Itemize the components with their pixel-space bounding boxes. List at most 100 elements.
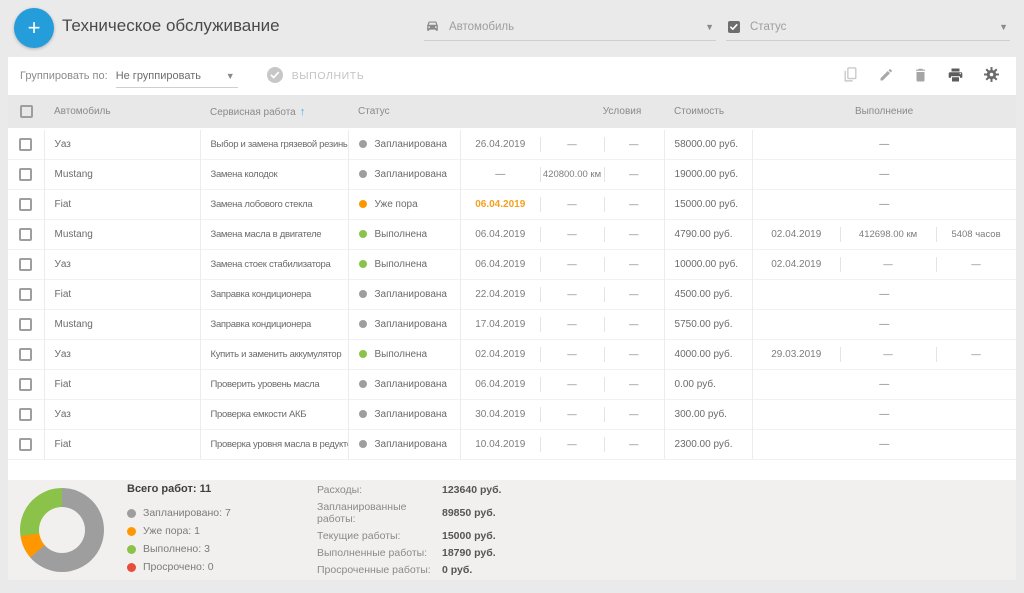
status-label: Уже пора: [374, 198, 418, 210]
execution-empty-cell: —: [751, 398, 1017, 429]
work-cell: Заправка кондиционера: [199, 308, 348, 339]
legend-item: Выполнено: 3: [127, 540, 317, 558]
add-maintenance-button[interactable]: +: [14, 8, 54, 48]
delete-button[interactable]: [913, 67, 928, 86]
cost-cell: 2300.00 руб.: [663, 428, 753, 460]
table-row[interactable]: Mustang Заправка кондиционера Запланиров…: [8, 308, 1017, 339]
row-checkbox[interactable]: [19, 227, 33, 241]
condition-km-cell: —: [540, 129, 604, 159]
table-row[interactable]: Fiat Замена лобового стекла Уже пора 06.…: [8, 188, 1017, 219]
stat-value: 89850 руб.: [442, 506, 496, 519]
cost-cell: 0.00 руб.: [663, 368, 753, 399]
edit-button[interactable]: [878, 67, 894, 86]
legend-dot-icon: [127, 562, 136, 572]
column-header-cost[interactable]: Стоимость: [664, 95, 753, 130]
settings-gear-icon: [983, 66, 1000, 86]
select-all-checkbox[interactable]: [19, 105, 33, 118]
execute-button[interactable]: ВЫПОЛНИТЬ: [266, 66, 365, 87]
stat-value: 123640 руб.: [442, 483, 502, 496]
status-cell: Запланирована: [347, 129, 460, 159]
row-checkbox[interactable]: [19, 377, 33, 391]
row-checkbox[interactable]: [19, 437, 33, 451]
legend-label: Запланировано: 7: [143, 507, 231, 519]
condition-hours-cell: —: [604, 398, 665, 429]
status-label: Выполнена: [374, 228, 428, 240]
row-checkbox[interactable]: [19, 407, 33, 421]
condition-km-cell: 420800.00 км: [540, 158, 604, 189]
column-header-conditions[interactable]: Условия: [460, 95, 665, 130]
vehicle-cell: Mustang: [43, 158, 200, 189]
row-checkbox[interactable]: [19, 197, 33, 211]
table-row[interactable]: Уаз Проверка емкости АКБ Запланирована 3…: [8, 398, 1017, 429]
status-cell: Запланирована: [347, 308, 460, 339]
group-by-select[interactable]: Не группировать ▼: [115, 64, 238, 88]
row-checkbox[interactable]: [19, 317, 33, 331]
vehicle-filter-dropdown[interactable]: Автомобиль ▼: [424, 13, 716, 41]
row-checkbox[interactable]: [19, 347, 33, 361]
status-filter-dropdown[interactable]: Статус ▼: [726, 13, 1010, 41]
cost-cell: 4500.00 руб.: [663, 278, 753, 309]
vehicle-cell: Уаз: [43, 129, 200, 159]
condition-date-cell: 30.04.2019: [459, 398, 540, 429]
execution-empty-cell: —: [751, 158, 1017, 189]
condition-km-cell: —: [540, 248, 604, 279]
vehicle-cell: Fiat: [43, 188, 200, 219]
table-row[interactable]: Fiat Проверить уровень масла Запланирова…: [8, 368, 1017, 399]
work-cell: Купить и заменить аккумулятор: [199, 338, 348, 369]
status-dot-icon: [358, 289, 367, 298]
condition-date-cell: 06.04.2019: [459, 188, 540, 219]
column-header-service-work[interactable]: Сервисная работа ↑: [200, 95, 348, 130]
execution-km-cell: —: [840, 248, 937, 279]
status-dot-icon: [358, 319, 367, 328]
copy-button[interactable]: [842, 66, 859, 86]
stat-value: 15000 руб.: [442, 529, 496, 542]
row-checkbox[interactable]: [19, 167, 33, 181]
row-checkbox[interactable]: [19, 257, 33, 271]
vehicle-cell: Fiat: [43, 428, 200, 460]
condition-km-cell: —: [540, 188, 604, 219]
status-cell: Запланирована: [347, 398, 460, 429]
cost-cell: 19000.00 руб.: [663, 158, 753, 189]
table-row[interactable]: Уаз Купить и заменить аккумулятор Выполн…: [8, 338, 1017, 369]
settings-button[interactable]: [983, 66, 1000, 86]
status-label: Запланирована: [374, 138, 448, 150]
row-checkbox[interactable]: [19, 287, 33, 301]
table-row[interactable]: Fiat Заправка кондиционера Запланирована…: [8, 278, 1017, 309]
top-header: + Техническое обслуживание Автомобиль ▼ …: [0, 0, 1024, 57]
table-row[interactable]: Уаз Выбор и замена грязевой резины Запла…: [8, 129, 1017, 159]
print-button[interactable]: [947, 67, 964, 86]
chevron-down-icon: ▼: [225, 70, 235, 81]
group-by-label: Группировать по:: [20, 70, 108, 82]
work-cell: Проверить уровень масла: [199, 368, 348, 399]
vehicle-cell: Mustang: [43, 218, 200, 249]
check-circle-icon: [266, 66, 284, 87]
condition-date-cell: 02.04.2019: [459, 338, 540, 369]
status-dot-icon: [358, 349, 367, 358]
checked-checkbox-icon: [726, 19, 742, 35]
table-row[interactable]: Mustang Замена масла в двигателе Выполне…: [8, 218, 1017, 249]
stat-value: 0 руб.: [442, 563, 473, 576]
execution-hours-cell: —: [936, 248, 1017, 279]
column-header-vehicle[interactable]: Автомобиль: [44, 95, 200, 130]
work-cell: Замена лобового стекла: [199, 188, 348, 219]
toolbar-actions: [842, 66, 1016, 86]
table-row[interactable]: Fiat Проверка уровня масла в редукторе З…: [8, 428, 1017, 460]
work-cell: Замена стоек стабилизатора: [199, 248, 348, 279]
row-checkbox[interactable]: [19, 137, 33, 151]
table-row[interactable]: Уаз Замена стоек стабилизатора Выполнена…: [8, 248, 1017, 279]
column-header-execution[interactable]: Выполнение: [752, 95, 1017, 130]
table-header-row: Автомобиль Сервисная работа ↑ Статус Усло…: [8, 95, 1017, 130]
status-label: Запланирована: [374, 288, 448, 300]
work-cell: Замена масла в двигателе: [199, 218, 348, 249]
print-icon: [947, 67, 964, 86]
column-header-status[interactable]: Статус: [348, 95, 460, 130]
execution-hours-cell: 5408 часов: [936, 218, 1017, 249]
legend-item: Просрочено: 0: [127, 558, 317, 576]
execution-km-cell: 412698.00 км: [840, 218, 937, 249]
execution-hours-cell: —: [936, 338, 1017, 369]
cost-cell: 5750.00 руб.: [663, 308, 753, 339]
status-label: Запланирована: [374, 318, 448, 330]
table-row[interactable]: Mustang Замена колодок Запланирована — 4…: [8, 158, 1017, 189]
cost-cell: 58000.00 руб.: [663, 129, 753, 159]
